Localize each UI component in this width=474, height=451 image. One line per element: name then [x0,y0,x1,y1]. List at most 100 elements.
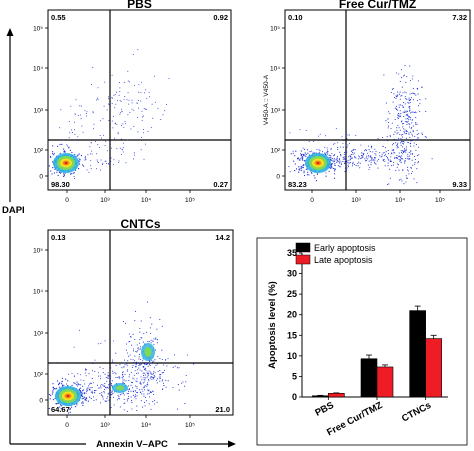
event-dot [136,362,138,364]
event-dot [142,116,144,118]
event-dot [119,406,121,408]
event-dot [153,378,155,380]
event-dot [182,381,184,383]
y-tick-label: 20 [287,310,297,320]
event-dot [143,386,145,388]
event-dot [122,380,124,382]
event-dot [148,380,150,382]
event-dot [407,116,409,118]
event-dot [395,72,397,74]
event-dot [305,153,307,155]
event-dot [100,159,102,161]
event-dot [336,160,339,162]
event-dot [109,375,111,377]
event-dot [382,159,384,161]
event-dot [417,80,419,82]
event-dot [82,402,84,404]
event-dot [349,143,350,144]
event-dot [96,384,99,386]
event-dot [389,112,391,114]
event-dot [137,49,139,51]
event-dot [359,167,361,169]
event-dot [84,157,86,159]
event-dot [167,357,169,360]
event-dot [63,150,66,152]
event-dot [405,92,407,94]
event-dot [97,97,99,99]
event-dot [347,164,349,166]
event-dot [150,342,152,344]
event-dot [364,158,366,160]
y-tick-label: 10⁵ [33,26,43,33]
event-dot [87,154,89,156]
event-dot [107,387,109,389]
event-dot [411,133,413,135]
event-dot [363,153,365,154]
event-dot [398,116,400,118]
event-dot [397,146,399,148]
event-dot [125,380,127,382]
event-dot [89,383,91,385]
event-dot [119,99,121,101]
event-dot [140,100,142,102]
event-dot [305,130,307,131]
event-dot [369,166,371,169]
event-dot [104,160,106,162]
event-dot [66,144,68,146]
event-dot [402,134,404,136]
event-dot [106,380,108,382]
event-dot [53,172,56,174]
apoptosis-bar-chart: 0 5 10 15 20 25 30 35 Apoptosis level (%) PBSFree… [256,237,468,446]
event-dot [403,128,405,130]
event-dot [68,146,70,148]
event-dot [148,396,151,398]
event-dot [136,378,138,380]
event-dot [121,110,123,112]
event-dot [97,99,99,101]
event-dot [104,81,106,83]
event-dot [406,75,408,78]
event-dot [120,154,122,155]
event-dot [405,175,407,177]
event-dot [83,396,85,398]
event-dot [365,149,367,151]
event-dot [407,102,409,104]
event-dot [88,171,90,173]
event-dot [121,148,123,150]
event-dot [79,390,81,392]
event-dot [108,163,110,165]
event-dot [81,393,83,395]
event-dot [142,406,144,408]
event-dot [300,150,302,152]
event-dot [394,131,396,133]
event-dot [302,159,304,161]
event-dot [410,172,413,174]
event-dot [123,382,125,384]
event-dot [95,390,97,392]
event-dot [389,168,391,170]
event-dot [139,363,141,365]
event-dot [303,155,305,157]
event-dot [122,321,125,323]
event-dot [137,372,139,374]
event-dot [94,390,96,392]
quadrant-lower-left-value: 98.30 [51,180,70,189]
event-dot [59,386,61,388]
event-dot [160,119,162,120]
event-dot [407,120,409,123]
event-dot [368,145,370,147]
event-dot [289,132,291,134]
event-dot [400,144,402,146]
event-dot [139,342,141,344]
event-dot [168,78,170,80]
event-dot [358,161,360,163]
event-dot [344,171,346,173]
event-dot [81,125,83,127]
flow-panel-1: PBS 0.55 0.92 98.30 0.27 0 10³ 10⁴ 10⁵ 0 10² 10³ 10⁴… [33,0,232,204]
event-dot [407,158,409,160]
event-dot [359,158,361,160]
event-dot [397,117,399,119]
event-dot [416,123,418,125]
event-dot [396,154,398,157]
event-dot [395,97,397,99]
